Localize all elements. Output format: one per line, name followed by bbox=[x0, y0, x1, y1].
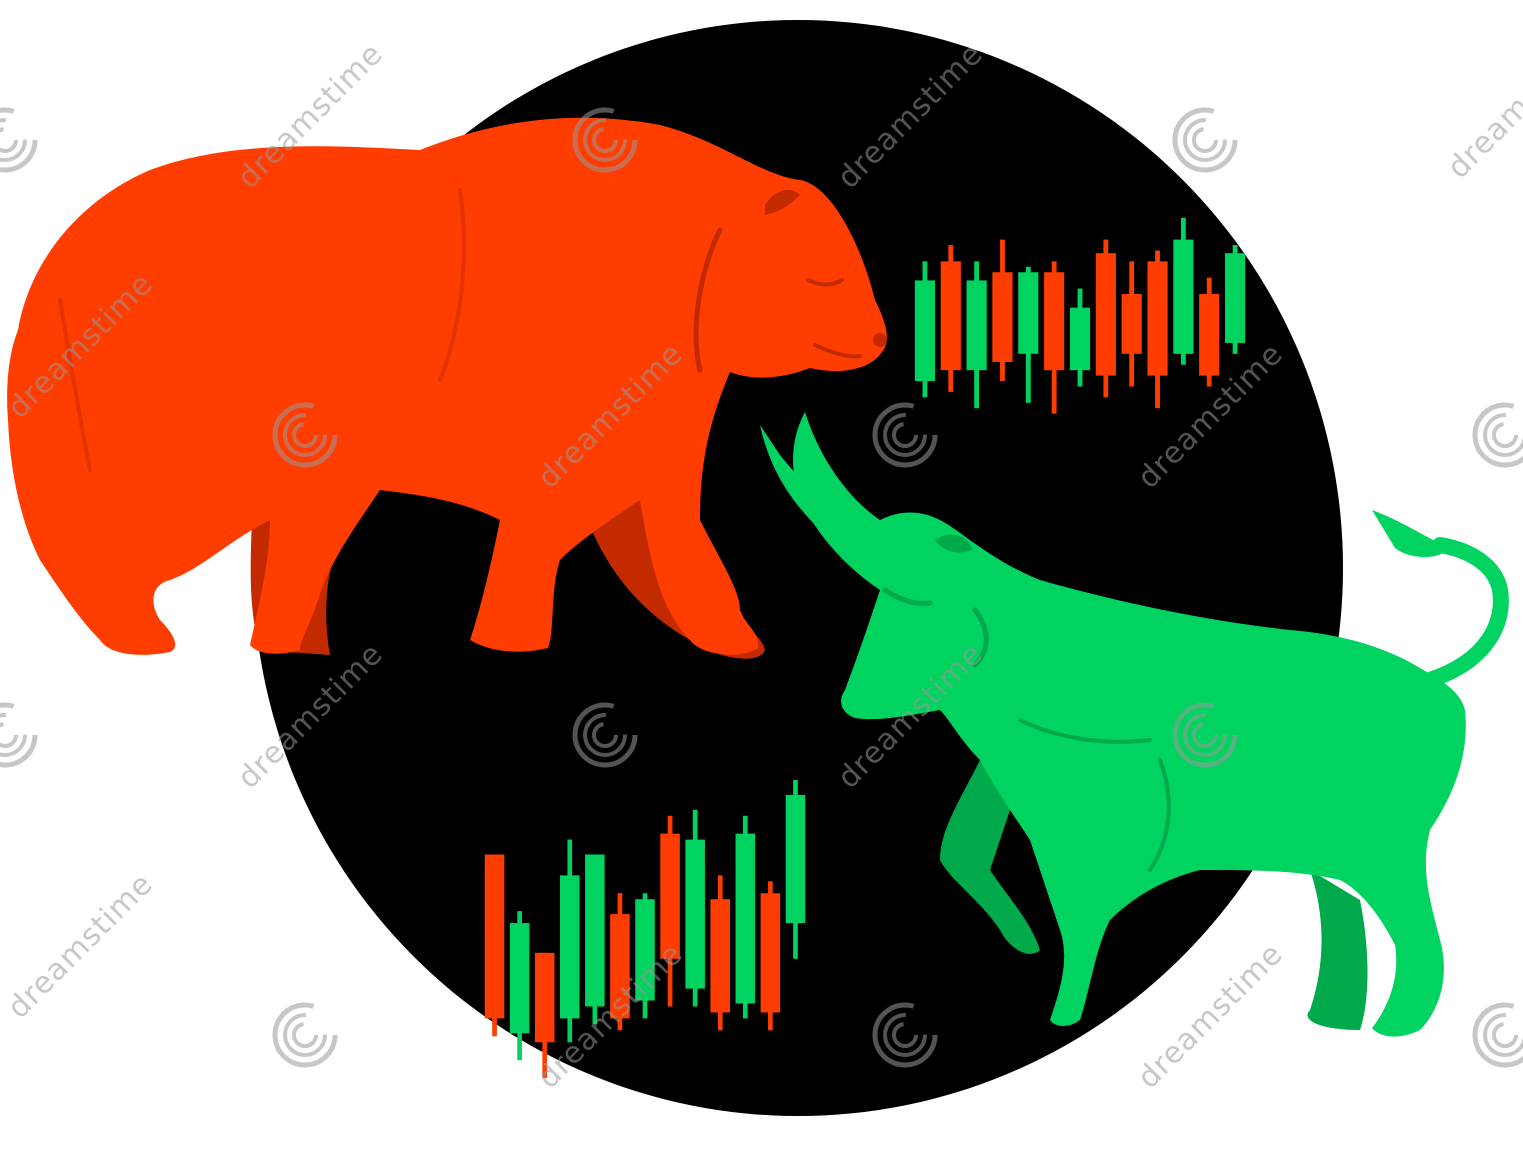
candle-body bbox=[735, 833, 756, 1004]
candle-body bbox=[1018, 272, 1039, 354]
candle-body bbox=[966, 280, 987, 371]
candle-body bbox=[760, 893, 781, 1013]
candle-body bbox=[1147, 261, 1168, 376]
bear-silhouette bbox=[7, 117, 887, 659]
candle-body bbox=[1224, 253, 1246, 343]
candle-body bbox=[1044, 272, 1065, 371]
candle-body bbox=[610, 914, 630, 1019]
candle-body bbox=[1173, 239, 1194, 354]
spiral-logo-icon bbox=[1172, 702, 1238, 768]
bear-ear-icon bbox=[765, 189, 800, 215]
bull-silhouette bbox=[760, 412, 1509, 1037]
spiral-logo-icon bbox=[272, 1002, 338, 1068]
candlestick-chart-upper bbox=[914, 217, 1246, 414]
bear-nose-icon bbox=[873, 333, 887, 347]
candle-body bbox=[1069, 307, 1091, 371]
watermark-text: dreamstime bbox=[1, 866, 160, 1025]
candle-body bbox=[785, 794, 806, 924]
spiral-logo-icon bbox=[572, 702, 638, 768]
spiral-logo-icon bbox=[0, 702, 38, 768]
candle-body bbox=[484, 854, 505, 1019]
spiral-logo-icon bbox=[0, 107, 38, 173]
candle-body bbox=[559, 875, 580, 1019]
candle-body bbox=[1095, 253, 1116, 376]
candlestick-chart-lower bbox=[484, 780, 806, 1078]
candle-body bbox=[635, 899, 655, 1001]
bull-ear-icon bbox=[935, 534, 972, 553]
spiral-logo-icon bbox=[1172, 107, 1238, 173]
spiral-logo-icon bbox=[272, 402, 338, 468]
spiral-logo-icon bbox=[872, 1002, 938, 1068]
candle-body bbox=[1121, 294, 1142, 354]
spiral-logo-icon bbox=[1472, 402, 1523, 468]
candle-body bbox=[992, 272, 1013, 362]
spiral-logo-icon bbox=[872, 402, 938, 468]
candle-body bbox=[660, 833, 680, 959]
spiral-logo-icon bbox=[572, 107, 638, 173]
candle-body bbox=[1199, 294, 1220, 376]
candle-body bbox=[685, 839, 705, 989]
candle-body bbox=[940, 261, 961, 371]
candle-body bbox=[509, 923, 530, 1034]
candle-body bbox=[914, 280, 936, 382]
candle-body bbox=[534, 952, 555, 1043]
candle-body bbox=[585, 854, 605, 1007]
candle-body bbox=[710, 899, 731, 1013]
spiral-logo-icon bbox=[1472, 1002, 1523, 1068]
watermark-text: dreamstime bbox=[1441, 26, 1523, 185]
